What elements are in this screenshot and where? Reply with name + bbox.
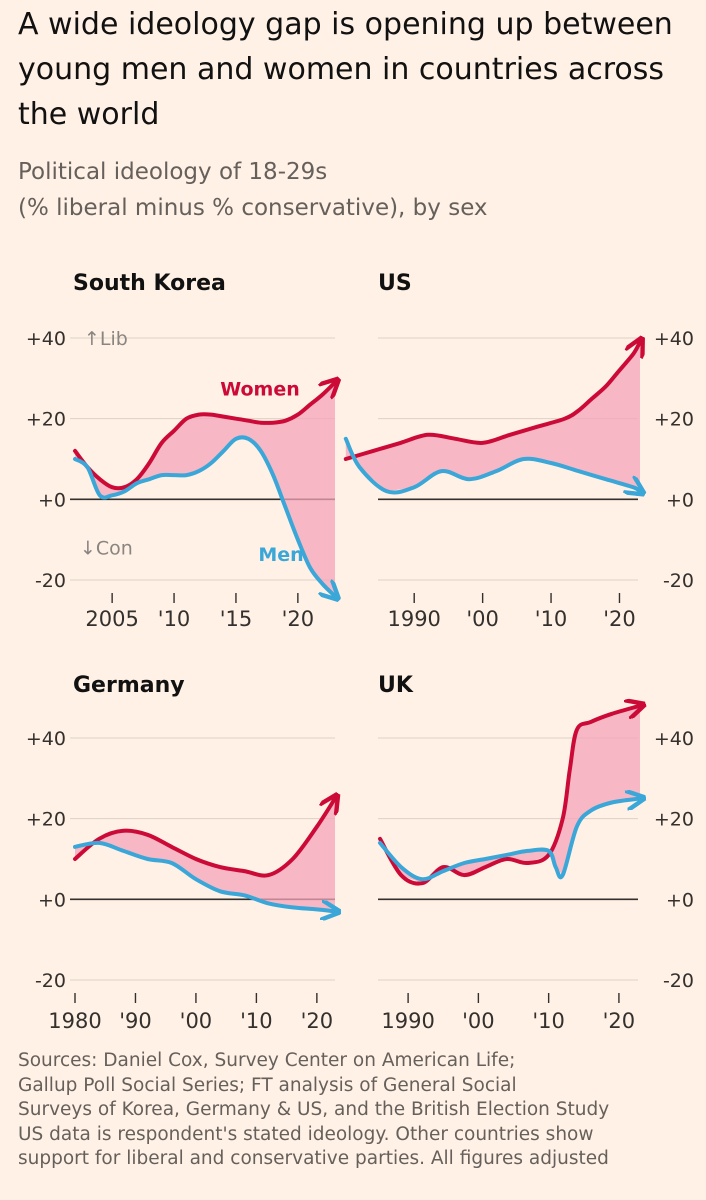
y-tick-label-uk: +0	[666, 889, 694, 911]
gap-area-us	[345, 342, 640, 492]
x-tick-label-uk: '00	[462, 1009, 495, 1033]
annotation-con: ↓Con	[80, 538, 133, 560]
sources-line-3: Surveys of Korea, Germany & US, and the …	[18, 1099, 610, 1120]
sources-line-2: Gallup Poll Social Series; FT analysis o…	[18, 1074, 517, 1096]
annotation-men: Men	[258, 544, 303, 566]
x-tick-label-us: 1990	[387, 607, 440, 631]
annotation-lib: ↑Lib	[84, 328, 128, 350]
y-tick-label-south-korea: -20	[35, 570, 66, 592]
panel-us: US -20 +0 +20 +40 1990 '00 '10 '20	[343, 271, 694, 631]
series-line-women-south-korea	[73, 382, 335, 491]
x-tick-label-us: '00	[466, 607, 499, 631]
sources-line-4: US data is respondent's stated ideology.…	[18, 1123, 594, 1145]
x-tick-label-germany: '10	[240, 1009, 273, 1033]
y-tick-label-south-korea: +0	[38, 489, 66, 511]
series-line-women-us	[343, 342, 640, 461]
y-tick-label-germany: +20	[26, 809, 66, 831]
chart-title: A wide ideology gap is opening up betwee…	[18, 7, 673, 132]
y-tick-label-south-korea: +40	[26, 328, 66, 350]
y-tick-label-us: +0	[666, 489, 694, 511]
y-tick-label-us: +40	[654, 328, 694, 350]
x-tick-label-germany: 1980	[48, 1009, 101, 1033]
series-line-women-germany	[73, 799, 335, 878]
chart-subtitle: Political ideology of 18-29s (% liberal …	[18, 154, 698, 226]
annotation-women: Women	[220, 378, 300, 400]
x-tick-label-uk: '20	[603, 1009, 636, 1033]
y-tick-label-germany: +0	[38, 889, 66, 911]
subtitle-line-1: Political ideology of 18-29s	[18, 159, 328, 185]
panel-south-korea: South Korea -20 +0 +20 +40 2005 '10 '15 '20 ↑Lib ↓…	[26, 271, 335, 631]
y-tick-label-us: +20	[654, 409, 694, 431]
panel-title-south-korea: South Korea	[73, 271, 226, 296]
x-tick-label-south-korea: '20	[282, 607, 315, 631]
gap-area-uk	[380, 705, 640, 883]
series-line-men-germany	[73, 840, 335, 912]
x-tick-label-germany: '00	[180, 1009, 213, 1033]
panel-uk: UK -20 +0 +20 +40 1990 '00 '10 '20	[378, 673, 694, 1033]
panel-title-uk: UK	[378, 673, 414, 698]
y-tick-label-uk: +40	[654, 728, 694, 750]
x-tick-label-germany: '90	[119, 1009, 152, 1033]
x-tick-label-south-korea: '10	[158, 607, 191, 631]
series-line-men-us	[343, 436, 640, 493]
series-line-men-uk	[378, 799, 640, 882]
x-tick-label-uk: '10	[532, 1009, 565, 1033]
x-tick-label-south-korea: '15	[220, 607, 253, 631]
panel-germany: Germany -20 +0 +20 +40 1980 '90 '00 '10 '20	[26, 673, 335, 1033]
y-tick-label-germany: +40	[26, 728, 66, 750]
sources-line-1: Sources: Daniel Cox, Survey Center on Am…	[18, 1050, 516, 1071]
y-tick-label-germany: -20	[35, 970, 66, 992]
x-tick-label-us: '20	[603, 607, 636, 631]
panel-title-germany: Germany	[73, 673, 185, 698]
sources-note: Sources: Daniel Cox, Survey Center on Am…	[18, 1049, 698, 1172]
x-tick-label-us: '10	[535, 607, 568, 631]
y-tick-label-uk: +20	[654, 809, 694, 831]
y-tick-label-south-korea: +20	[26, 409, 66, 431]
x-tick-label-germany: '20	[301, 1009, 334, 1033]
x-tick-label-uk: 1990	[381, 1009, 434, 1033]
gap-area-south-korea	[75, 382, 335, 597]
series-line-men-south-korea	[73, 435, 335, 596]
x-tick-label-south-korea: 2005	[85, 607, 138, 631]
sources-line-5: support for liberal and conservative par…	[18, 1148, 609, 1169]
y-tick-label-us: -20	[663, 570, 694, 592]
panel-title-us: US	[378, 271, 412, 296]
y-tick-label-uk: -20	[663, 970, 694, 992]
gap-area-germany	[75, 798, 335, 912]
subtitle-line-2: (% liberal minus % conservative), by sex	[18, 195, 488, 221]
